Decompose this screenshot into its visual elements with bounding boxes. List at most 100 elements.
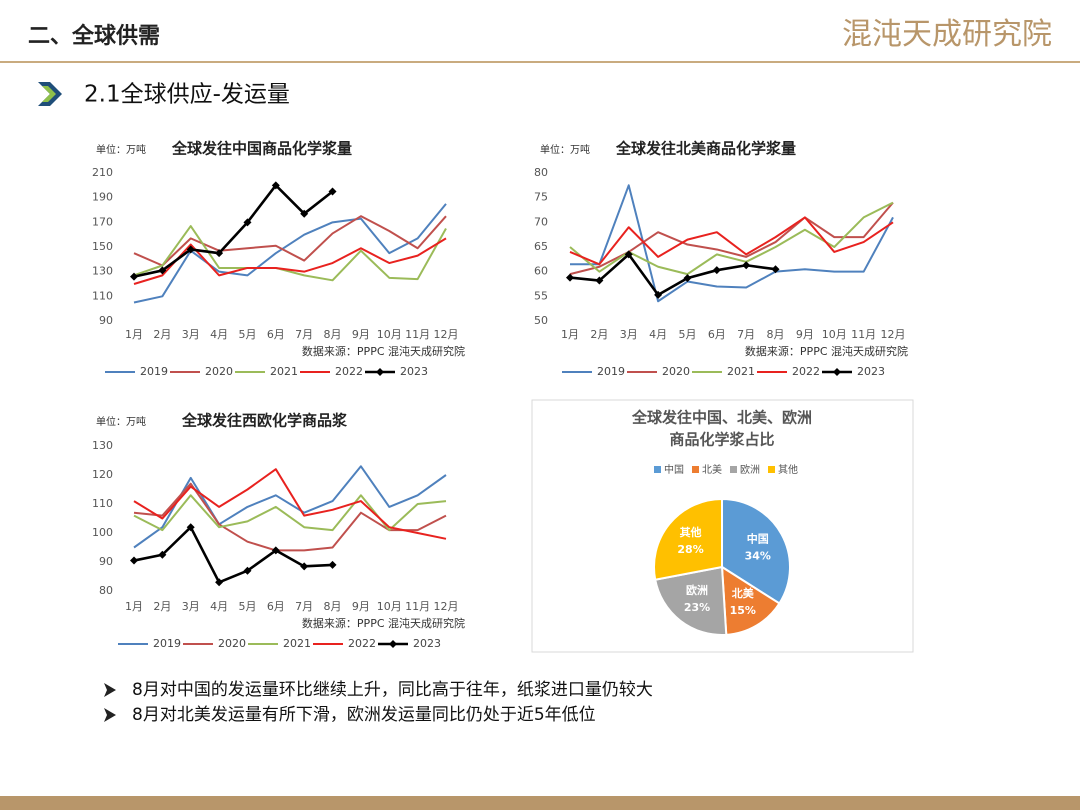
y-tick-label: 110 [92, 289, 113, 302]
legend-marker [376, 368, 384, 376]
legend-swatch [692, 466, 699, 473]
y-tick-label: 80 [99, 584, 113, 597]
series-line [569, 201, 894, 276]
legend-swatch [730, 466, 737, 473]
x-tick-label: 11月 [405, 600, 430, 613]
series-marker [683, 274, 692, 283]
series-marker [300, 562, 309, 571]
y-tick-label: 90 [99, 314, 113, 327]
legend-label: 2023 [400, 365, 428, 378]
series-marker [771, 265, 780, 274]
legend-label: 欧洲 [740, 464, 760, 476]
y-tick-label: 55 [534, 289, 548, 302]
x-tick-label: 7月 [295, 328, 313, 341]
series-marker [186, 245, 195, 254]
x-tick-label: 6月 [267, 328, 285, 341]
x-tick-label: 9月 [352, 328, 370, 341]
pie-slice [654, 565, 728, 636]
legend-label: 2019 [597, 365, 625, 378]
series-line [569, 216, 894, 266]
y-tick-label: 190 [92, 191, 113, 204]
section-title: 2.1全球供应-发运量 [84, 82, 290, 108]
unit-label: 单位：万吨 [96, 415, 146, 428]
x-tick-label: 2月 [153, 600, 171, 613]
y-tick-label: 75 [534, 191, 548, 204]
x-tick-label: 7月 [737, 328, 755, 341]
x-tick-label: 11月 [851, 328, 876, 341]
series-marker [595, 276, 604, 285]
chart-title: 全球发往中国、北美、欧洲 [631, 409, 812, 427]
legend-label: 2021 [270, 365, 298, 378]
logo: 混沌天成研究院 [842, 17, 1052, 52]
x-tick-label: 12月 [434, 328, 459, 341]
series-marker [712, 266, 721, 275]
y-tick-label: 70 [534, 215, 548, 228]
series-marker [215, 578, 224, 587]
bullet-text: 8月对北美发运量有所下滑，欧洲发运量同比仍处于近5年低位 [132, 705, 596, 725]
legend-label: 其他 [778, 463, 798, 476]
series-marker [158, 550, 167, 559]
series-marker [654, 290, 663, 299]
unit-label: 单位：万吨 [96, 143, 146, 156]
series-line [133, 203, 447, 304]
x-tick-label: 11月 [405, 328, 430, 341]
series-marker [215, 249, 224, 258]
series-line [133, 237, 447, 285]
series-marker [130, 556, 138, 565]
chart-title: 全球发往北美商品化学浆量 [615, 140, 796, 158]
y-tick-label: 65 [534, 240, 548, 253]
x-tick-label: 1月 [561, 328, 579, 341]
pie-frame [531, 399, 914, 653]
y-tick-label: 120 [92, 468, 113, 481]
legend-label: 2021 [283, 637, 311, 650]
x-tick-label: 5月 [238, 328, 256, 341]
slice-value: 28% [677, 543, 703, 556]
legend-label: 北美 [702, 463, 722, 476]
chart-title: 商品化学浆占比 [669, 431, 774, 449]
x-tick-label: 9月 [796, 328, 814, 341]
legend-label: 2022 [348, 637, 376, 650]
legend-label: 中国 [664, 463, 684, 476]
legend-swatch [768, 466, 775, 473]
source-note: 数据来源：PPPC 混沌天成研究院 [302, 616, 465, 630]
x-tick-label: 6月 [267, 600, 285, 613]
series-marker [328, 187, 337, 196]
series-marker [300, 209, 309, 218]
series-line [133, 525, 333, 584]
x-tick-label: 1月 [125, 600, 143, 613]
x-tick-label: 8月 [324, 328, 342, 341]
x-tick-label: 12月 [434, 600, 459, 613]
unit-label: 单位：万吨 [540, 143, 590, 156]
series-line [133, 465, 447, 549]
slice-name: 其他 [680, 525, 702, 539]
series-line [570, 184, 894, 303]
x-tick-label: 3月 [182, 600, 200, 613]
y-tick-label: 170 [92, 215, 113, 228]
legend-label: 2020 [205, 365, 233, 378]
legend-label: 2023 [413, 637, 441, 650]
series-line [569, 253, 776, 297]
y-tick-label: 110 [92, 497, 113, 510]
bullet-icon [104, 683, 116, 697]
pie-slice [720, 565, 781, 636]
y-tick-label: 80 [534, 166, 548, 179]
legend-label: 2022 [792, 365, 820, 378]
series-line [133, 494, 447, 532]
series-line [133, 482, 447, 552]
series-line [133, 215, 447, 267]
series-marker [566, 273, 574, 282]
legend-marker [833, 368, 841, 376]
legend-label: 2019 [140, 365, 168, 378]
series-marker [186, 523, 195, 532]
series-marker [243, 566, 252, 575]
y-tick-label: 150 [92, 240, 113, 253]
chart-title: 全球发往中国商品化学浆量 [171, 140, 352, 158]
x-tick-label: 4月 [649, 328, 667, 341]
slice-value: 23% [684, 601, 710, 614]
y-tick-label: 50 [534, 314, 548, 327]
series-marker [328, 560, 337, 569]
x-tick-label: 7月 [295, 600, 313, 613]
series-line [133, 184, 334, 278]
y-tick-label: 130 [92, 439, 113, 452]
